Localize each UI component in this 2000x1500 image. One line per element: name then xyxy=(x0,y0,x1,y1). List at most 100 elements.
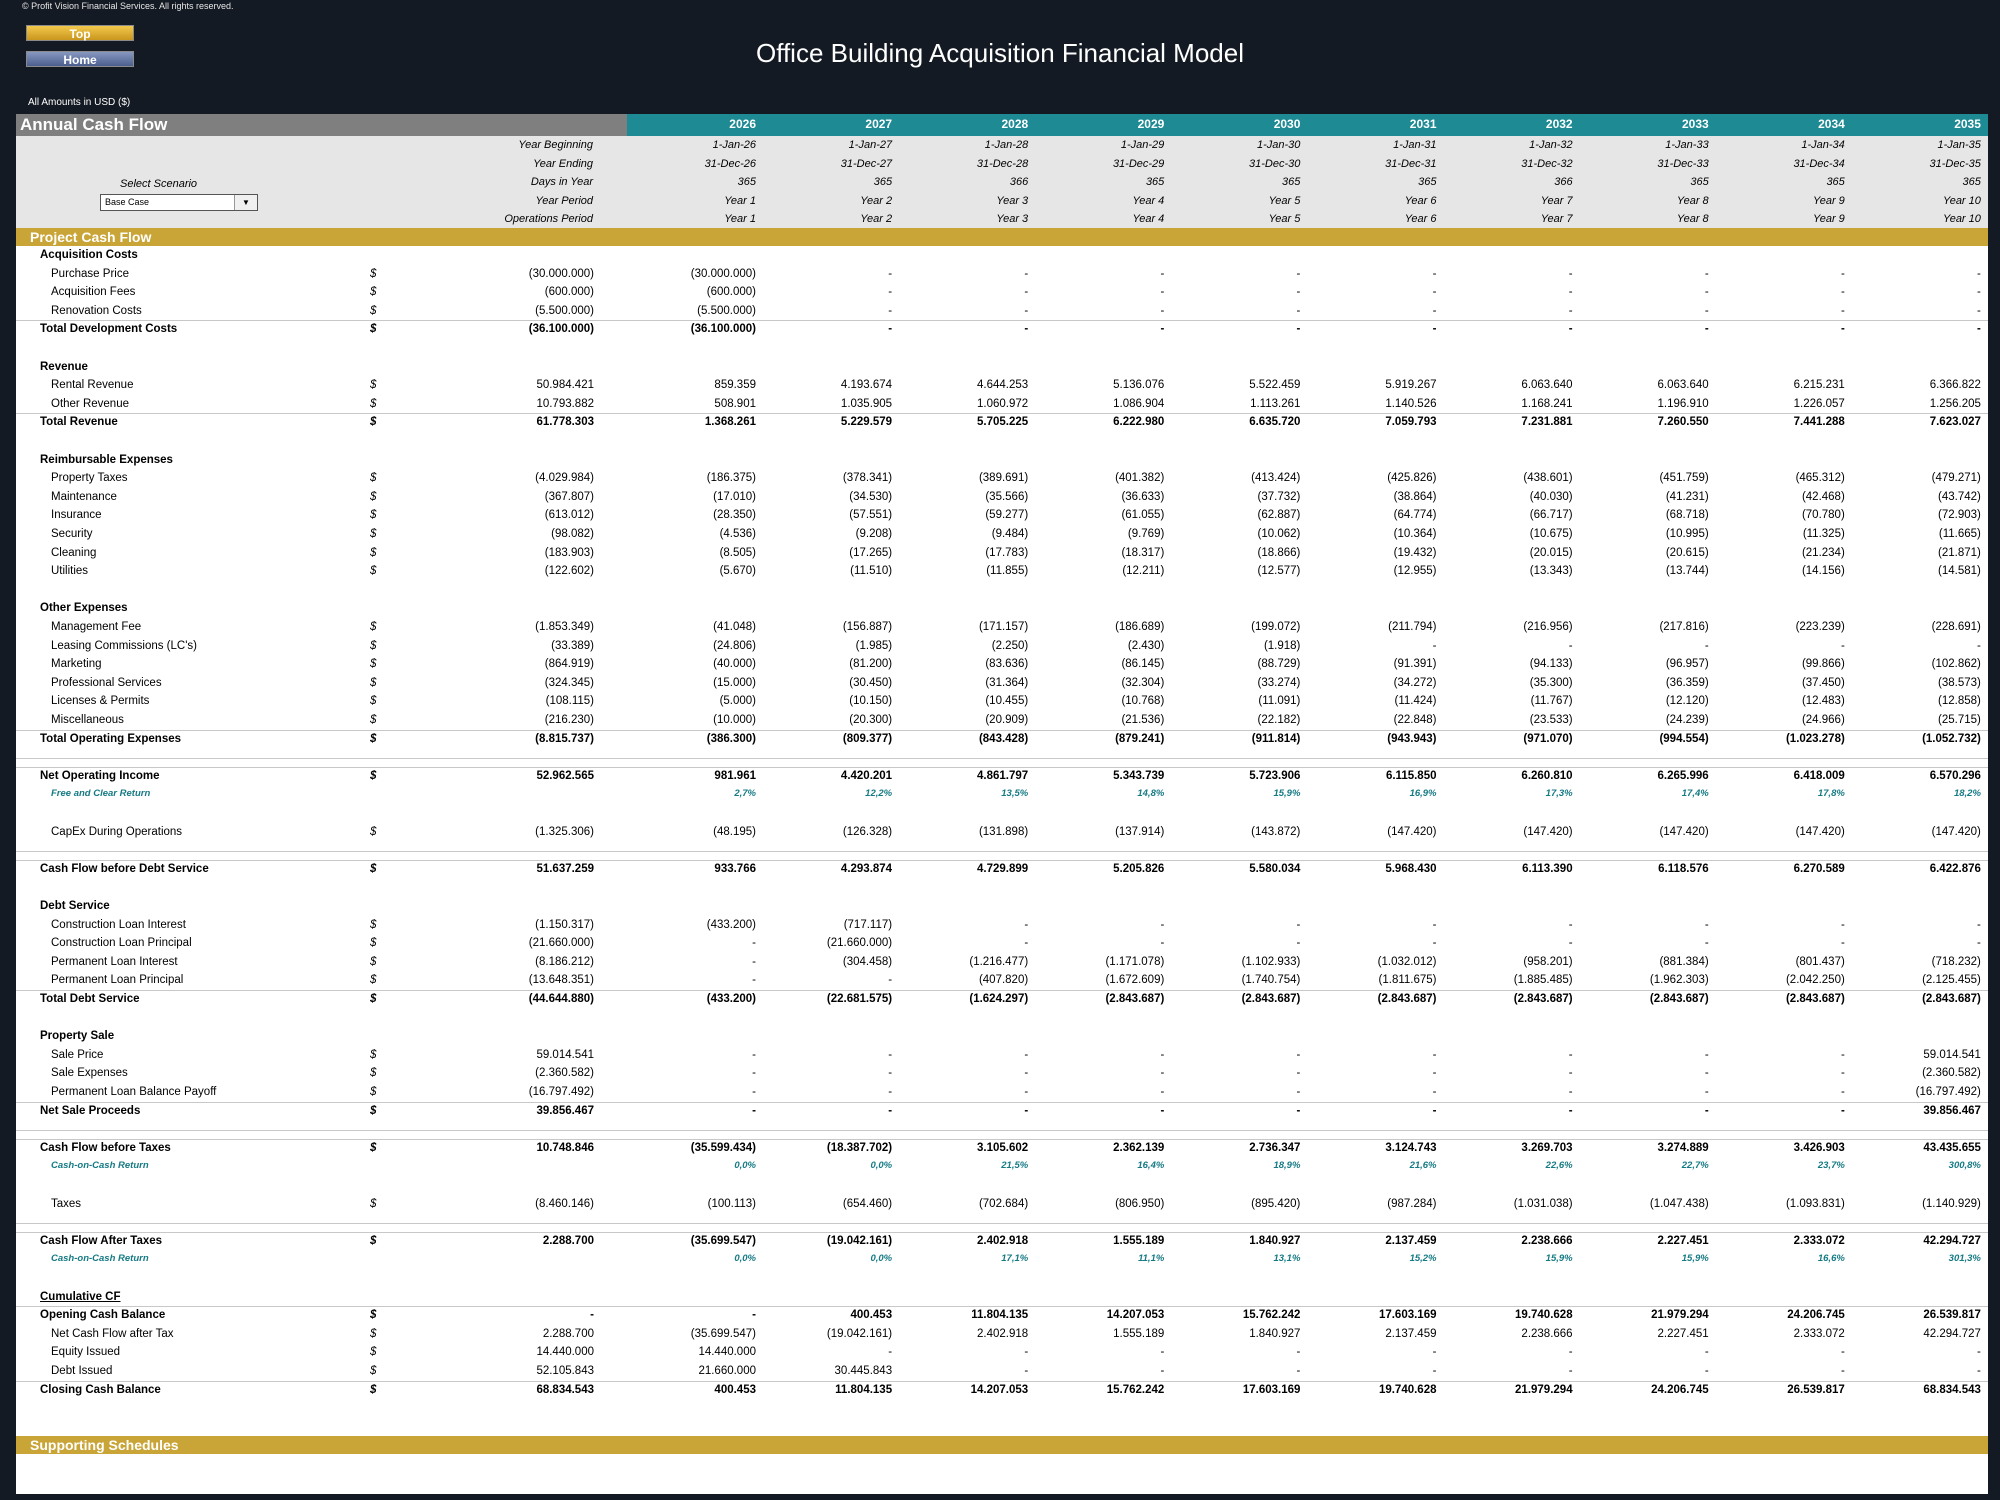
row-cell: (5.500.000) xyxy=(697,304,756,317)
row-cell: - xyxy=(1704,639,1709,652)
period-cell: 365 xyxy=(1145,176,1165,188)
row-label: Renovation Costs xyxy=(51,304,142,317)
row-cell: (809.377) xyxy=(842,732,893,745)
row-cash-on-cash-return: Cash-on-Cash Return 0,0% 0,0% 17,1% 11,1% 13,… xyxy=(16,1251,1988,1269)
row-cell: - xyxy=(1704,1067,1709,1080)
row-label: Professional Services xyxy=(51,676,162,689)
period-cell: Year 10 xyxy=(1942,213,1981,225)
row-cell: 2.238.666 xyxy=(1521,1327,1573,1340)
row-cell: 5.968.430 xyxy=(1385,862,1437,875)
row-cell: (386.300) xyxy=(706,732,756,745)
row-cell: (156.887) xyxy=(842,621,893,633)
row-rule xyxy=(16,1306,1988,1308)
currency-unit: $ xyxy=(370,286,377,299)
row-cell: - xyxy=(1296,1067,1301,1080)
row-cell: - xyxy=(1977,286,1981,299)
row-cell: (1.672.609) xyxy=(1105,974,1165,987)
row-cell: - xyxy=(1840,1067,1845,1080)
row-cell: (806.950) xyxy=(1115,1197,1165,1210)
row-cell: (216.956) xyxy=(1523,621,1573,633)
row-cell: 5.705.225 xyxy=(977,416,1029,429)
home-button[interactable]: Home xyxy=(26,51,134,67)
row-cell: 11.804.135 xyxy=(971,1309,1029,1322)
row-cell: 859.359 xyxy=(714,379,756,392)
row-cell: - xyxy=(1432,639,1437,652)
period-cell: 1-Jan-35 xyxy=(1937,139,1981,151)
row-cell: 17.603.169 xyxy=(1242,1383,1301,1396)
row-cell: (1.023.278) xyxy=(1785,732,1845,745)
row-reimbursable-expenses: Reimbursable Expenses xyxy=(16,452,1988,470)
row-cell: 6.260.810 xyxy=(1521,769,1573,782)
row-cell: (37.732) xyxy=(1257,490,1301,503)
row-cell: (91.391) xyxy=(1393,658,1437,671)
row-cell: (600.000) xyxy=(706,286,756,299)
row-cell: - xyxy=(752,1104,756,1117)
section-project-cash-flow: Project Cash Flow xyxy=(16,228,1988,246)
row-cell: (62.887) xyxy=(1257,509,1301,522)
row-label: Cash Flow before Taxes xyxy=(40,1141,171,1154)
currency-unit: $ xyxy=(370,1309,377,1322)
row-cell: - xyxy=(1160,286,1165,299)
row-revenue: Revenue xyxy=(16,359,1988,377)
dropdown-arrow-icon[interactable]: ▼ xyxy=(234,195,257,210)
year-header-2026: 2026 xyxy=(729,117,756,131)
period-cell: 31-Dec-33 xyxy=(1657,157,1709,170)
row-cell: (13.343) xyxy=(1529,565,1573,578)
row-cell: 4.644.253 xyxy=(977,379,1029,392)
currency-unit: $ xyxy=(370,323,377,336)
row-cell: - xyxy=(1840,937,1845,950)
row-label: Licenses & Permits xyxy=(51,695,150,708)
scenario-dropdown[interactable]: Base Case ▼ xyxy=(100,194,258,211)
row-cell: (1.140.929) xyxy=(1922,1197,1981,1210)
row-cell: - xyxy=(1840,1086,1845,1098)
row-divider xyxy=(16,1223,1988,1225)
period-cell: Year 3 xyxy=(996,194,1029,207)
row-acquisition-costs: Acquisition Costs xyxy=(16,247,1988,265)
row-cell: 3.105.602 xyxy=(977,1141,1029,1154)
row-total: 52.105.843 xyxy=(536,1365,594,1377)
row-cell: (171.157) xyxy=(978,621,1029,633)
row-cell: (10.768) xyxy=(1121,695,1165,708)
currency-unit: $ xyxy=(370,695,377,708)
row-cell: (11.767) xyxy=(1530,695,1573,708)
row-cell: - xyxy=(1977,304,1981,317)
row-cell: (186.375) xyxy=(706,472,756,485)
top-button[interactable]: Top xyxy=(26,25,134,41)
row-total: 59.014.541 xyxy=(536,1048,594,1061)
row-cell: (217.816) xyxy=(1659,621,1709,633)
row-cell: (465.312) xyxy=(1795,472,1845,485)
row-cell: - xyxy=(1024,1104,1029,1117)
row-cell: - xyxy=(888,286,893,299)
row-cell: 13,5% xyxy=(1001,788,1029,800)
row-cell: - xyxy=(1568,918,1573,931)
row-label: Net Sale Proceeds xyxy=(40,1104,141,1117)
row-cell: - xyxy=(752,1067,756,1080)
row-label: Total Operating Expenses xyxy=(40,732,182,745)
row-label: Insurance xyxy=(51,509,102,522)
row-cell: 5.343.739 xyxy=(1113,769,1165,782)
year-header-2032: 2032 xyxy=(1545,117,1573,131)
row-cell: - xyxy=(1568,267,1573,280)
row-cell: (1.885.485) xyxy=(1513,974,1573,987)
row-cell: - xyxy=(1024,1346,1029,1359)
row-cell: (2.042.250) xyxy=(1785,974,1845,987)
row-cell: (35.699.547) xyxy=(690,1234,756,1247)
period-cell: Year 1 xyxy=(724,213,756,225)
row-cell: (4.536) xyxy=(719,528,756,540)
row-label: Permanent Loan Interest xyxy=(51,955,178,968)
row-cell: 4.729.899 xyxy=(977,862,1029,875)
row-label: Acquisition Fees xyxy=(51,286,136,299)
period-header-block: Select Scenario Base Case ▼ Year Beginni… xyxy=(16,136,1988,228)
row-cell: - xyxy=(1024,918,1029,931)
row-total: (5.500.000) xyxy=(535,304,594,317)
row-total: 14.440.000 xyxy=(536,1346,594,1359)
currency-unit: $ xyxy=(370,379,377,392)
row-cell: (425.826) xyxy=(1387,472,1437,485)
currency-unit: $ xyxy=(370,1141,377,1154)
row-cell: (433.200) xyxy=(706,918,756,931)
row-cell: 6.113.390 xyxy=(1522,862,1573,875)
period-cell: 1-Jan-27 xyxy=(848,139,893,151)
currency-unit: $ xyxy=(370,267,377,280)
row-cell: 300,8% xyxy=(1948,1160,1981,1172)
row-cell: - xyxy=(1296,1086,1301,1098)
